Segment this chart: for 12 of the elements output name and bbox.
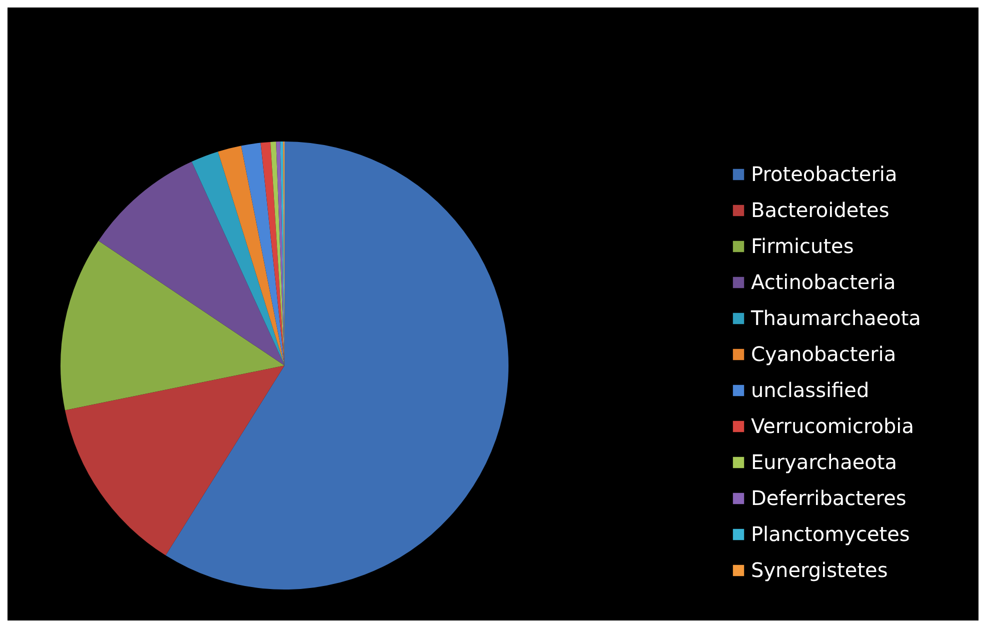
legend-label: Actinobacteria xyxy=(751,270,896,294)
legend-label: Planctomycetes xyxy=(751,522,910,546)
legend-label: Cyanobacteria xyxy=(751,342,896,366)
legend-label: Bacteroidetes xyxy=(751,198,890,222)
legend-label: Deferribacteres xyxy=(751,486,906,510)
legend-label: unclassified xyxy=(751,378,870,402)
legend-label: Firmicutes xyxy=(751,234,854,258)
legend-label: Synergistetes xyxy=(751,558,888,582)
legend-label: Thaumarchaeota xyxy=(751,306,921,330)
legend-label: Euryarchaeota xyxy=(751,450,897,474)
legend-label: Verrucomicrobia xyxy=(751,414,914,438)
legend-label: Proteobacteria xyxy=(751,162,898,186)
